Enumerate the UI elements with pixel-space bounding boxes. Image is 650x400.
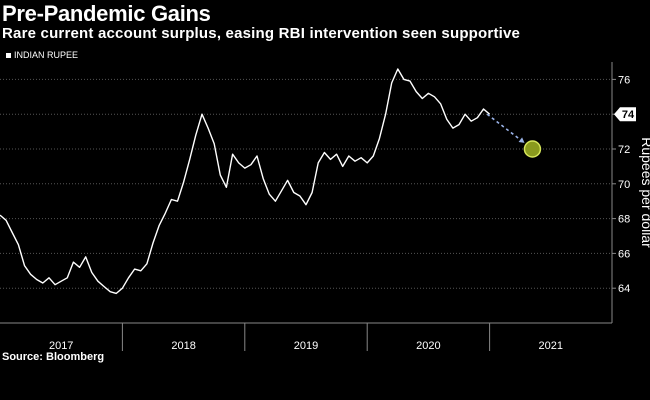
target-marker [523,140,542,158]
y-tick-label: 66 [618,248,630,260]
y-tick-label: 64 [618,283,630,295]
x-tick-label: 2021 [539,340,563,352]
projection-arrow-head [518,137,525,143]
source-note: Source: Bloomberg [2,351,105,363]
chart-title: Pre-Pandemic Gains [2,1,211,26]
y-tick-label: 70 [618,179,630,191]
legend-label: INDIAN RUPEE [14,50,79,60]
legend-swatch [6,52,11,58]
x-tick-label: 2017 [49,340,73,352]
y-tick-label: 68 [618,214,630,226]
chart-subtitle: Rare current account surplus, easing RBI… [2,25,521,42]
y-tick-label: 76 [618,74,630,86]
last-value-box [614,107,636,122]
x-tick-label: 2020 [416,340,440,352]
y-tick-label: 72 [618,144,630,156]
legend: INDIAN RUPEE [6,50,78,60]
last-value-label: 74 [622,109,635,121]
x-tick-label: 2019 [294,340,318,352]
y-axis-title: Rupees per dollar [639,137,650,248]
series-line-indian-rupee [0,68,491,295]
projection-arrow-line [486,113,525,144]
x-tick-label: 2018 [171,340,195,352]
